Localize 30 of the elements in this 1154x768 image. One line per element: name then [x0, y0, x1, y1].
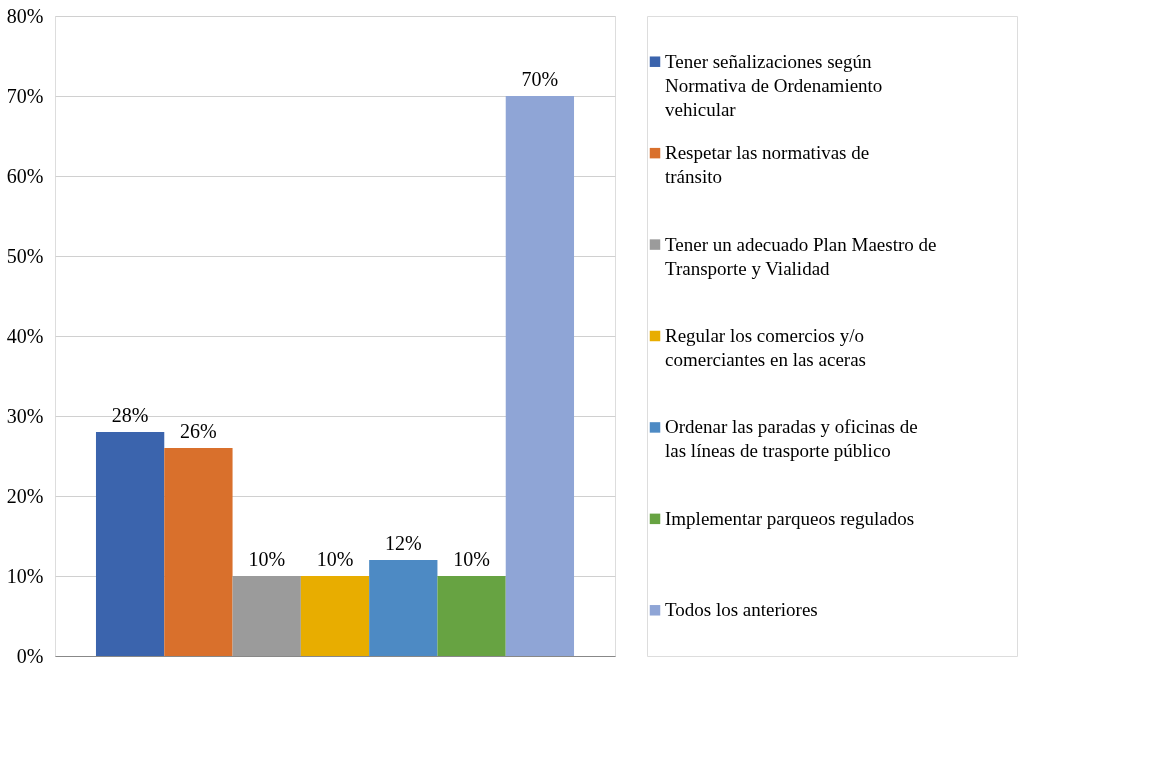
y-tick-label: 0% — [16, 644, 44, 667]
legend-label: Respetar las normativas de tránsito — [665, 142, 870, 188]
legend-label: Todos los anteriores — [665, 599, 818, 621]
y-tick-label: 10% — [6, 564, 44, 587]
legend-label: Implementar parqueos regulados — [665, 507, 915, 529]
y-tick-label: 80% — [6, 4, 44, 27]
data-label: 26% — [180, 420, 217, 442]
y-tick-label: 40% — [6, 324, 44, 347]
data-label: 70% — [521, 68, 559, 90]
y-tick-label: 20% — [6, 484, 44, 507]
bar — [369, 560, 438, 656]
data-label: 10% — [453, 548, 490, 570]
data-label: 10% — [316, 548, 354, 570]
y-tick-label: 60% — [6, 164, 44, 187]
bar — [232, 576, 301, 656]
legend-label: Tener un adecuado Plan Maestro de Transporte y Vialidad — [665, 233, 937, 279]
legend-label: Ordenar las paradas y oficinas de las líneas de trasporte público — [665, 416, 918, 462]
data-label: 28% — [111, 404, 149, 426]
legend-label: Tener señalizaciones según Normativa de Ordenamiento vehicular — [665, 50, 883, 120]
bar — [437, 576, 506, 656]
y-tick-label: 70% — [6, 84, 44, 107]
y-tick-label: 50% — [6, 244, 44, 267]
data-label: 10% — [248, 548, 286, 570]
bar — [505, 96, 575, 656]
data-label: 12% — [384, 532, 422, 554]
y-tick-label: 30% — [6, 404, 44, 427]
bar — [300, 576, 370, 656]
bar — [164, 448, 233, 656]
legend-label: Regular los comercios y/o comerciantes en las aceras — [665, 325, 866, 370]
bar — [95, 432, 165, 656]
